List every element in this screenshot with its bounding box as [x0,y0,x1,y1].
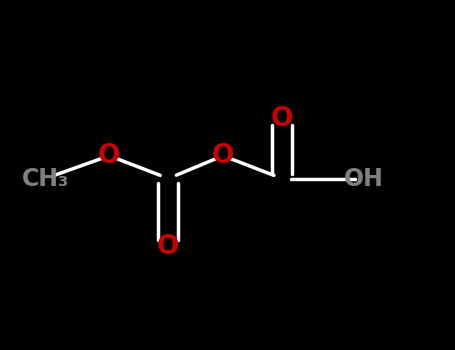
Text: O: O [157,234,180,260]
Text: O: O [212,143,234,169]
Text: OH: OH [344,167,384,190]
Text: O: O [98,143,121,169]
Text: CH₃: CH₃ [22,167,69,190]
Text: O: O [271,106,293,132]
